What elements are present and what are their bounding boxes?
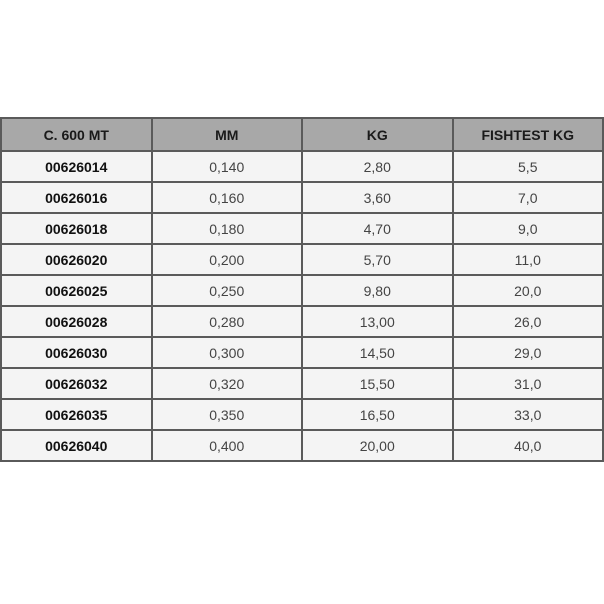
table-row: 00626040 0,400 20,00 40,0 — [0, 429, 604, 462]
mm-cell: 0,140 — [150, 150, 303, 183]
fishtest-kg-cell: 9,0 — [451, 212, 604, 245]
header-row: C. 600 MT MM KG FISHTEST KG — [0, 117, 604, 152]
table-row: 00626032 0,320 15,50 31,0 — [0, 367, 604, 400]
header-mm: MM — [150, 117, 303, 152]
fishtest-kg-cell: 5,5 — [451, 150, 604, 183]
code-cell: 00626025 — [0, 274, 153, 307]
code-cell: 00626028 — [0, 305, 153, 338]
kg-cell: 14,50 — [301, 336, 454, 369]
kg-cell: 9,80 — [301, 274, 454, 307]
table-row: 00626025 0,250 9,80 20,0 — [0, 274, 604, 307]
mm-cell: 0,400 — [150, 429, 303, 462]
mm-cell: 0,250 — [150, 274, 303, 307]
table-row: 00626028 0,280 13,00 26,0 — [0, 305, 604, 338]
table-row: 00626020 0,200 5,70 11,0 — [0, 243, 604, 276]
header-fishtest-kg: FISHTEST KG — [451, 117, 604, 152]
code-cell: 00626032 — [0, 367, 153, 400]
kg-cell: 2,80 — [301, 150, 454, 183]
mm-cell: 0,180 — [150, 212, 303, 245]
table-row: 00626018 0,180 4,70 9,0 — [0, 212, 604, 245]
kg-cell: 3,60 — [301, 181, 454, 214]
fishtest-kg-cell: 29,0 — [451, 336, 604, 369]
header-kg: KG — [301, 117, 454, 152]
fishtest-kg-cell: 20,0 — [451, 274, 604, 307]
code-cell: 00626014 — [0, 150, 153, 183]
table-row: 00626016 0,160 3,60 7,0 — [0, 181, 604, 214]
table-row: 00626035 0,350 16,50 33,0 — [0, 398, 604, 431]
code-cell: 00626016 — [0, 181, 153, 214]
code-cell: 00626030 — [0, 336, 153, 369]
mm-cell: 0,320 — [150, 367, 303, 400]
fishtest-kg-cell: 7,0 — [451, 181, 604, 214]
mm-cell: 0,300 — [150, 336, 303, 369]
fishtest-kg-cell: 40,0 — [451, 429, 604, 462]
kg-cell: 16,50 — [301, 398, 454, 431]
kg-cell: 13,00 — [301, 305, 454, 338]
kg-cell: 20,00 — [301, 429, 454, 462]
fishtest-kg-cell: 31,0 — [451, 367, 604, 400]
mm-cell: 0,160 — [150, 181, 303, 214]
mm-cell: 0,350 — [150, 398, 303, 431]
kg-cell: 4,70 — [301, 212, 454, 245]
code-cell: 00626040 — [0, 429, 153, 462]
header-code: C. 600 MT — [0, 117, 153, 152]
code-cell: 00626020 — [0, 243, 153, 276]
code-cell: 00626035 — [0, 398, 153, 431]
fishtest-kg-cell: 11,0 — [451, 243, 604, 276]
mm-cell: 0,280 — [150, 305, 303, 338]
table-row: 00626030 0,300 14,50 29,0 — [0, 336, 604, 369]
kg-cell: 5,70 — [301, 243, 454, 276]
mm-cell: 0,200 — [150, 243, 303, 276]
fishtest-kg-cell: 33,0 — [451, 398, 604, 431]
table-row: 00626014 0,140 2,80 5,5 — [0, 150, 604, 183]
fishtest-kg-cell: 26,0 — [451, 305, 604, 338]
code-cell: 00626018 — [0, 212, 153, 245]
kg-cell: 15,50 — [301, 367, 454, 400]
spec-table: C. 600 MT MM KG FISHTEST KG 00626014 0,14… — [0, 117, 604, 462]
